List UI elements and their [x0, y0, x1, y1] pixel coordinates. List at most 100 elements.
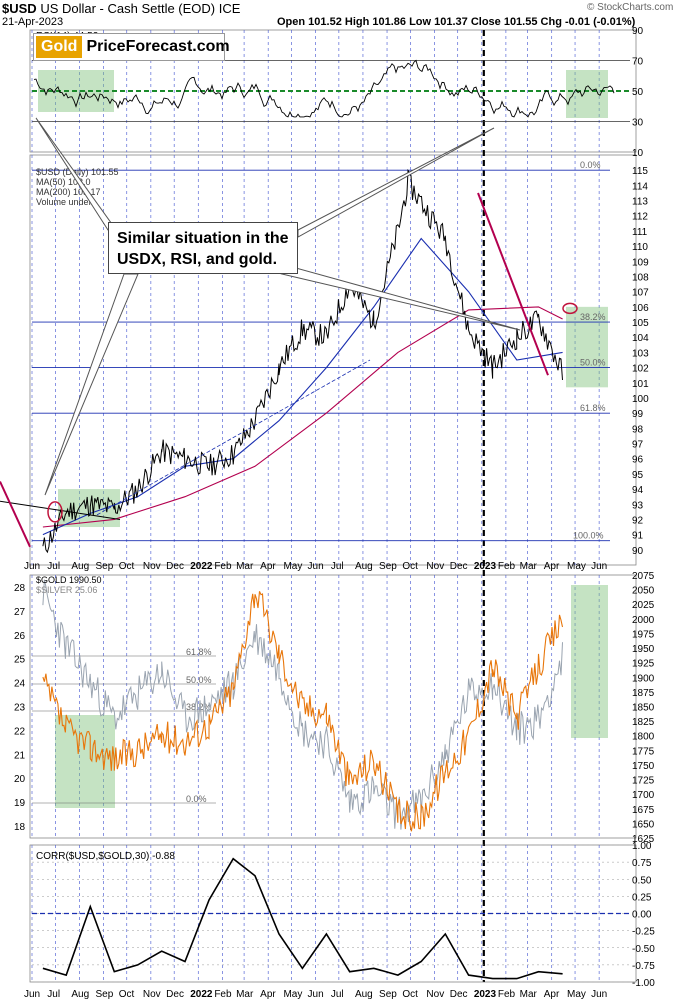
fib-label: 100.0%	[573, 531, 604, 541]
silver-tick-label: 23	[14, 703, 26, 714]
highlight-zone	[566, 70, 608, 118]
corr-tick-label: 0.50	[632, 875, 652, 886]
x-axis-label: Jun	[24, 989, 40, 1000]
gold-legend-entry: $SILVER 25.06	[36, 585, 97, 595]
gold-tick-label: 1950	[632, 644, 655, 655]
usd-tick-label: 105	[632, 318, 649, 329]
corr-title: CORR($USD,$GOLD,30) -0.88	[36, 851, 175, 862]
silver-tick-label: 20	[14, 774, 26, 785]
usd-tick-label: 91	[632, 531, 644, 542]
fib-label: 61.8%	[580, 403, 606, 413]
trend-line	[0, 481, 31, 548]
usd-tick-label: 110	[632, 242, 648, 253]
corr-line	[42, 857, 563, 980]
gold-tick-label: 2000	[632, 615, 655, 626]
usd-tick-label: 92	[632, 515, 644, 526]
usd-tick-label: 98	[632, 424, 644, 435]
x-axis-label: Dec	[450, 561, 468, 572]
x-axis-label: Apr	[260, 561, 276, 572]
usd-tick-label: 114	[632, 181, 648, 192]
x-axis-label: Dec	[450, 989, 468, 1000]
goldpriceforecast-logo: Gold PriceForecast.com	[33, 33, 230, 61]
corr-tick-label: -1.00	[632, 978, 655, 989]
ma50-line	[42, 237, 563, 536]
x-axis-label: Mar	[520, 989, 538, 1000]
fib-label: 0.0%	[186, 794, 207, 804]
x-axis-label: Nov	[143, 989, 161, 1000]
usd-tick-label: 109	[632, 257, 649, 268]
gold-tick-label: 1875	[632, 688, 655, 699]
x-axis-label: Feb	[498, 561, 516, 572]
x-axis-label: Oct	[119, 561, 135, 572]
rsi-tick-label: 50	[632, 87, 644, 98]
gold-tick-label: 1675	[632, 805, 655, 816]
x-axis-label: 2023	[474, 561, 497, 572]
fib-label: 50.0%	[580, 358, 606, 368]
usd-tick-label: 102	[632, 364, 649, 375]
ohlc-readout: Open 101.52 High 101.86 Low 101.37 Close…	[277, 16, 636, 28]
gold-tick-label: 2050	[632, 586, 655, 597]
gold-tick-label: 1650	[632, 819, 655, 830]
usd-tick-label: 95	[632, 470, 644, 481]
silver-tick-label: 25	[14, 655, 26, 666]
fib-label: 61.8%	[186, 647, 212, 657]
logo-gold: Gold	[36, 36, 83, 58]
gold-tick-label: 1750	[632, 761, 655, 772]
x-axis-label: May	[283, 561, 302, 572]
usd-tick-label: 93	[632, 500, 644, 511]
fib-label: 0.0%	[580, 160, 601, 170]
x-axis-label: Sep	[379, 561, 397, 572]
rsi-tick-label: 90	[632, 26, 644, 37]
gold-tick-label: 1975	[632, 629, 655, 640]
corr-tick-label: 0.75	[632, 858, 652, 869]
usd-legend-entry: MA(200) 105.17	[36, 187, 101, 197]
symbol-description: US Dollar - Cash Settle (EOD)	[40, 1, 216, 16]
usd-tick-label: 112	[632, 212, 648, 223]
x-axis-label: Sep	[95, 989, 113, 1000]
gold-tick-label: 1800	[632, 732, 655, 743]
silver-tick-label: 28	[14, 583, 26, 594]
x-axis-label: 2022	[190, 561, 213, 572]
x-axis-label: Jul	[47, 989, 60, 1000]
x-axis-label: Apr	[544, 989, 560, 1000]
x-axis-label: Jul	[331, 561, 344, 572]
callout-pointer	[44, 273, 139, 496]
x-axis-label: Feb	[498, 989, 516, 1000]
silver-tick-label: 19	[14, 798, 26, 809]
fib-label: 50.0%	[186, 675, 212, 685]
x-axis-label: Feb	[214, 989, 232, 1000]
corr-tick-label: -0.75	[632, 961, 655, 972]
x-axis-label: Aug	[71, 561, 89, 572]
x-axis-label: Feb	[214, 561, 232, 572]
panel-frame	[29, 154, 637, 566]
silver-tick-label: 22	[14, 726, 26, 737]
logo-rest: PriceForecast.com	[86, 38, 230, 55]
usd-tick-label: 97	[632, 440, 644, 451]
usd-legend-entry: $USD (Daily) 101.55	[36, 167, 119, 177]
callout-pointer	[297, 127, 495, 238]
x-axis-label: Mar	[236, 989, 254, 1000]
usd-tick-label: 94	[632, 485, 644, 496]
silver-tick-label: 26	[14, 631, 26, 642]
silver-tick-label: 24	[14, 679, 26, 690]
rsi-tick-label: 10	[632, 148, 644, 159]
x-axis-label: Mar	[520, 561, 538, 572]
usd-tick-label: 113	[632, 197, 648, 208]
gold-tick-label: 1725	[632, 776, 655, 787]
panel-frame	[29, 574, 637, 839]
x-axis-label: May	[567, 561, 586, 572]
usd-tick-label: 96	[632, 455, 644, 466]
gold-tick-label: 1850	[632, 703, 655, 714]
gold-tick-label: 1825	[632, 717, 655, 728]
x-axis-label: Nov	[426, 989, 444, 1000]
highlight-zone	[566, 306, 608, 388]
x-axis-label: Dec	[166, 989, 184, 1000]
x-axis-label: Jun	[308, 989, 324, 1000]
silver-tick-label: 18	[14, 822, 26, 833]
highlight-zone	[58, 489, 120, 528]
gold-tick-label: 1700	[632, 790, 655, 801]
gold-tick-label: 2025	[632, 600, 655, 611]
x-axis-label: Sep	[379, 989, 397, 1000]
x-axis-label: Apr	[544, 561, 560, 572]
